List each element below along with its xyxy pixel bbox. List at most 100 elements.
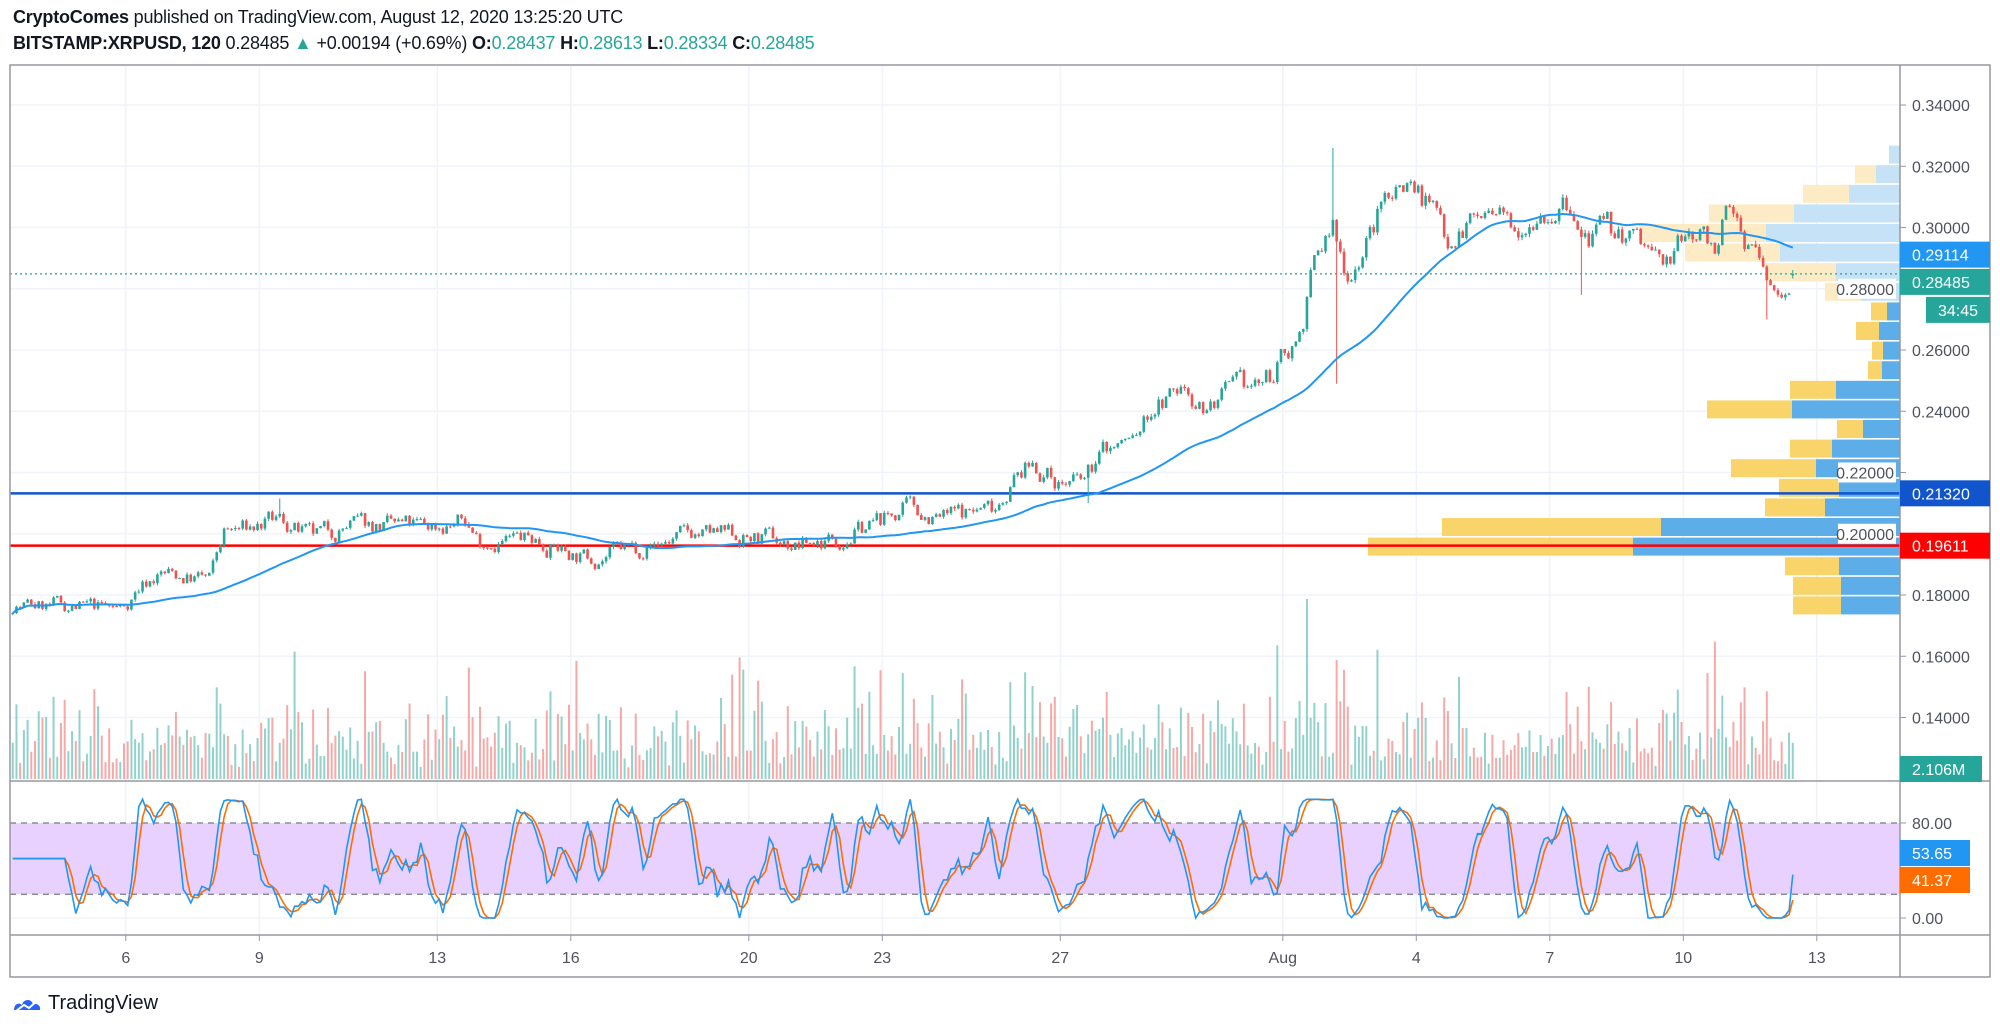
candle-body <box>1135 435 1138 437</box>
candle <box>215 551 219 563</box>
candle-body <box>1695 239 1698 241</box>
candle <box>170 567 174 572</box>
volume-bar <box>1161 722 1164 779</box>
candle-body <box>1190 394 1194 407</box>
candle-body <box>1123 438 1127 440</box>
volume-bar <box>868 691 871 779</box>
volume-bar <box>857 707 860 779</box>
volume-bar <box>1231 718 1234 779</box>
stoch-axis[interactable]: 80.000.00 <box>1900 816 1952 928</box>
volume-bar <box>471 717 474 779</box>
volume-profile-down <box>1785 557 1839 576</box>
candle <box>597 563 600 570</box>
volume-bar <box>527 760 530 779</box>
candle-body <box>1580 229 1583 237</box>
candle-body <box>734 535 738 541</box>
candle-body <box>1001 503 1005 505</box>
candle <box>1457 228 1461 249</box>
volume-bar <box>801 720 804 779</box>
candle <box>1350 279 1353 283</box>
volume-bar <box>1784 763 1787 779</box>
candle <box>1272 379 1275 384</box>
candle <box>174 570 178 580</box>
candle-body <box>1298 331 1301 342</box>
candle <box>397 517 400 522</box>
volume-bar <box>560 716 563 779</box>
volume-bar <box>1658 723 1661 779</box>
candle-body <box>971 509 975 512</box>
volume-bar <box>820 749 823 779</box>
candle-body <box>771 527 775 539</box>
candle <box>1565 195 1568 212</box>
candle-body <box>894 515 897 521</box>
candle-body <box>671 538 675 544</box>
volume-bar <box>924 756 927 779</box>
volume-bar <box>675 710 678 779</box>
volume-bar <box>267 718 270 779</box>
candle-body <box>593 563 597 569</box>
symbol-name[interactable]: BITSTAMP:XRPUSD, 120 <box>13 33 221 53</box>
volume-bar <box>705 754 708 779</box>
candle-body <box>208 572 211 576</box>
volume-bar <box>957 719 960 779</box>
volume-bar <box>1027 733 1030 779</box>
candle <box>786 538 790 551</box>
candle <box>352 515 356 522</box>
candle-body <box>623 544 626 550</box>
volume-bar <box>668 765 671 779</box>
high-label: H: <box>560 33 579 53</box>
candle <box>1650 243 1654 252</box>
horizontal-lines[interactable] <box>10 273 1900 547</box>
symbol-legend: BITSTAMP:XRPUSD, 120 0.28485 ▲ +0.00194 … <box>13 33 815 54</box>
volume-bar <box>1632 762 1635 779</box>
candle <box>960 502 964 520</box>
volume-bar <box>126 741 129 779</box>
candle <box>1301 328 1305 335</box>
volume-bar <box>593 754 596 779</box>
candle-body <box>430 524 434 530</box>
volume-bar <box>987 729 990 779</box>
volume-bar <box>312 709 315 779</box>
candle <box>1242 368 1246 390</box>
candle <box>30 598 33 606</box>
candle <box>1431 200 1435 204</box>
candle <box>297 521 300 533</box>
candle <box>1717 242 1720 256</box>
candle-body <box>1016 472 1020 476</box>
volume-bar <box>1550 738 1553 779</box>
candle <box>1157 396 1160 417</box>
candle-body <box>493 548 497 552</box>
volume-bar <box>1435 740 1438 779</box>
candle-body <box>1431 200 1435 202</box>
volume-bar <box>1127 739 1130 779</box>
time-tick-label: Aug <box>1269 950 1297 967</box>
candle-body <box>1554 221 1557 224</box>
volume-bar <box>835 728 838 779</box>
volume-bar <box>1420 702 1423 779</box>
candle <box>1461 229 1465 239</box>
volume-bar <box>1680 721 1683 779</box>
volume-bar <box>1394 752 1397 779</box>
candle <box>1365 235 1368 261</box>
time-axis[interactable]: 6 9 13 16 20 23 27 Aug 4 7 10 13 <box>121 935 1826 967</box>
volume-bar <box>712 754 715 779</box>
candle-body <box>1576 221 1579 230</box>
candle <box>1606 211 1609 220</box>
candle <box>1498 204 1502 215</box>
volume-bar <box>111 762 114 779</box>
candle <box>1153 413 1157 420</box>
candle-body <box>393 518 397 522</box>
candle-body <box>1301 328 1305 332</box>
volume-bar <box>1628 728 1631 779</box>
stoch-d-label-bg <box>1900 867 1970 893</box>
price-axis[interactable]: 0.340000.320000.300000.280000.260000.240… <box>1836 98 1970 728</box>
tradingview-logo[interactable]: TradingView <box>12 992 158 1015</box>
volume-bar <box>1001 757 1004 779</box>
volume-bar <box>338 731 341 779</box>
candle <box>1042 474 1045 484</box>
author-name[interactable]: CryptoComes <box>13 7 129 27</box>
volume-bar <box>890 736 893 779</box>
candle-body <box>189 574 193 582</box>
candle <box>311 521 315 536</box>
